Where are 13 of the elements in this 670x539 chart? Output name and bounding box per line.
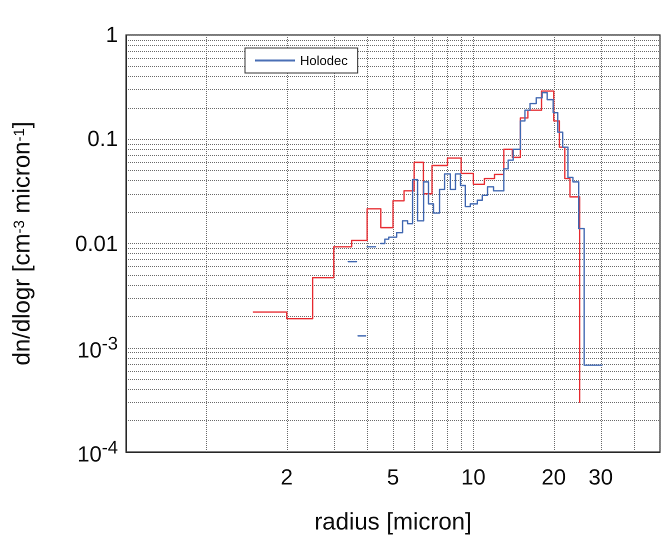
y-tick-label: 0.01: [75, 230, 118, 256]
x-tick-label: 30: [588, 464, 614, 490]
x-tick-label: 20: [542, 464, 566, 490]
legend-label: Holodec: [300, 53, 348, 68]
y-tick-label: 1: [106, 22, 118, 47]
y-tick-label: 0.1: [87, 126, 118, 152]
x-axis-title: radius [micron]: [314, 508, 472, 536]
x-tick-label: 5: [386, 464, 400, 490]
y-axis-title: dn/dlogr [cm-3 micron-1]: [8, 121, 36, 366]
x-tick-label: 2: [280, 464, 293, 490]
y-tick-label: 10$^{-3}$: [77, 332, 118, 362]
y-tick-label: 10$^{-4}$: [77, 436, 118, 467]
x-tick-label: 10: [461, 464, 486, 490]
